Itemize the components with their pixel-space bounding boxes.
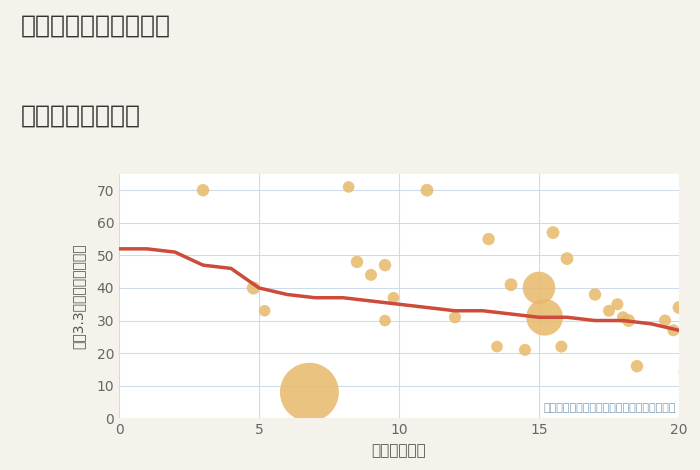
Point bbox=[623, 317, 634, 324]
Point bbox=[483, 235, 494, 243]
Point bbox=[612, 300, 623, 308]
Point bbox=[388, 294, 399, 301]
Point bbox=[561, 255, 573, 262]
Y-axis label: 坪（3.3㎡）単価（万円）: 坪（3.3㎡）単価（万円） bbox=[71, 243, 85, 349]
Point bbox=[617, 313, 629, 321]
Point bbox=[631, 362, 643, 370]
Text: 奈良県奈良市赤膚町の: 奈良県奈良市赤膚町の bbox=[21, 14, 171, 38]
Point bbox=[365, 271, 377, 279]
Point bbox=[197, 187, 209, 194]
Point bbox=[533, 284, 545, 292]
Point bbox=[259, 307, 270, 314]
Point bbox=[343, 183, 354, 191]
Text: 駅距離別土地価格: 駅距離別土地価格 bbox=[21, 103, 141, 127]
Point bbox=[351, 258, 363, 266]
Point bbox=[491, 343, 503, 350]
Point bbox=[556, 343, 567, 350]
Point bbox=[449, 313, 461, 321]
Point bbox=[421, 187, 433, 194]
Point bbox=[379, 261, 391, 269]
Point bbox=[519, 346, 531, 353]
Point bbox=[379, 317, 391, 324]
Point bbox=[248, 284, 259, 292]
Point bbox=[659, 317, 671, 324]
Point bbox=[547, 229, 559, 236]
Point bbox=[505, 281, 517, 289]
Point bbox=[539, 313, 550, 321]
Point bbox=[589, 291, 601, 298]
Point bbox=[679, 369, 690, 376]
Point bbox=[304, 389, 315, 396]
Point bbox=[668, 327, 679, 334]
Text: 円の大きさは、取引のあった物件面積を示す: 円の大きさは、取引のあった物件面積を示す bbox=[544, 403, 676, 414]
X-axis label: 駅距離（分）: 駅距離（分） bbox=[372, 443, 426, 458]
Point bbox=[603, 307, 615, 314]
Point bbox=[673, 304, 685, 311]
